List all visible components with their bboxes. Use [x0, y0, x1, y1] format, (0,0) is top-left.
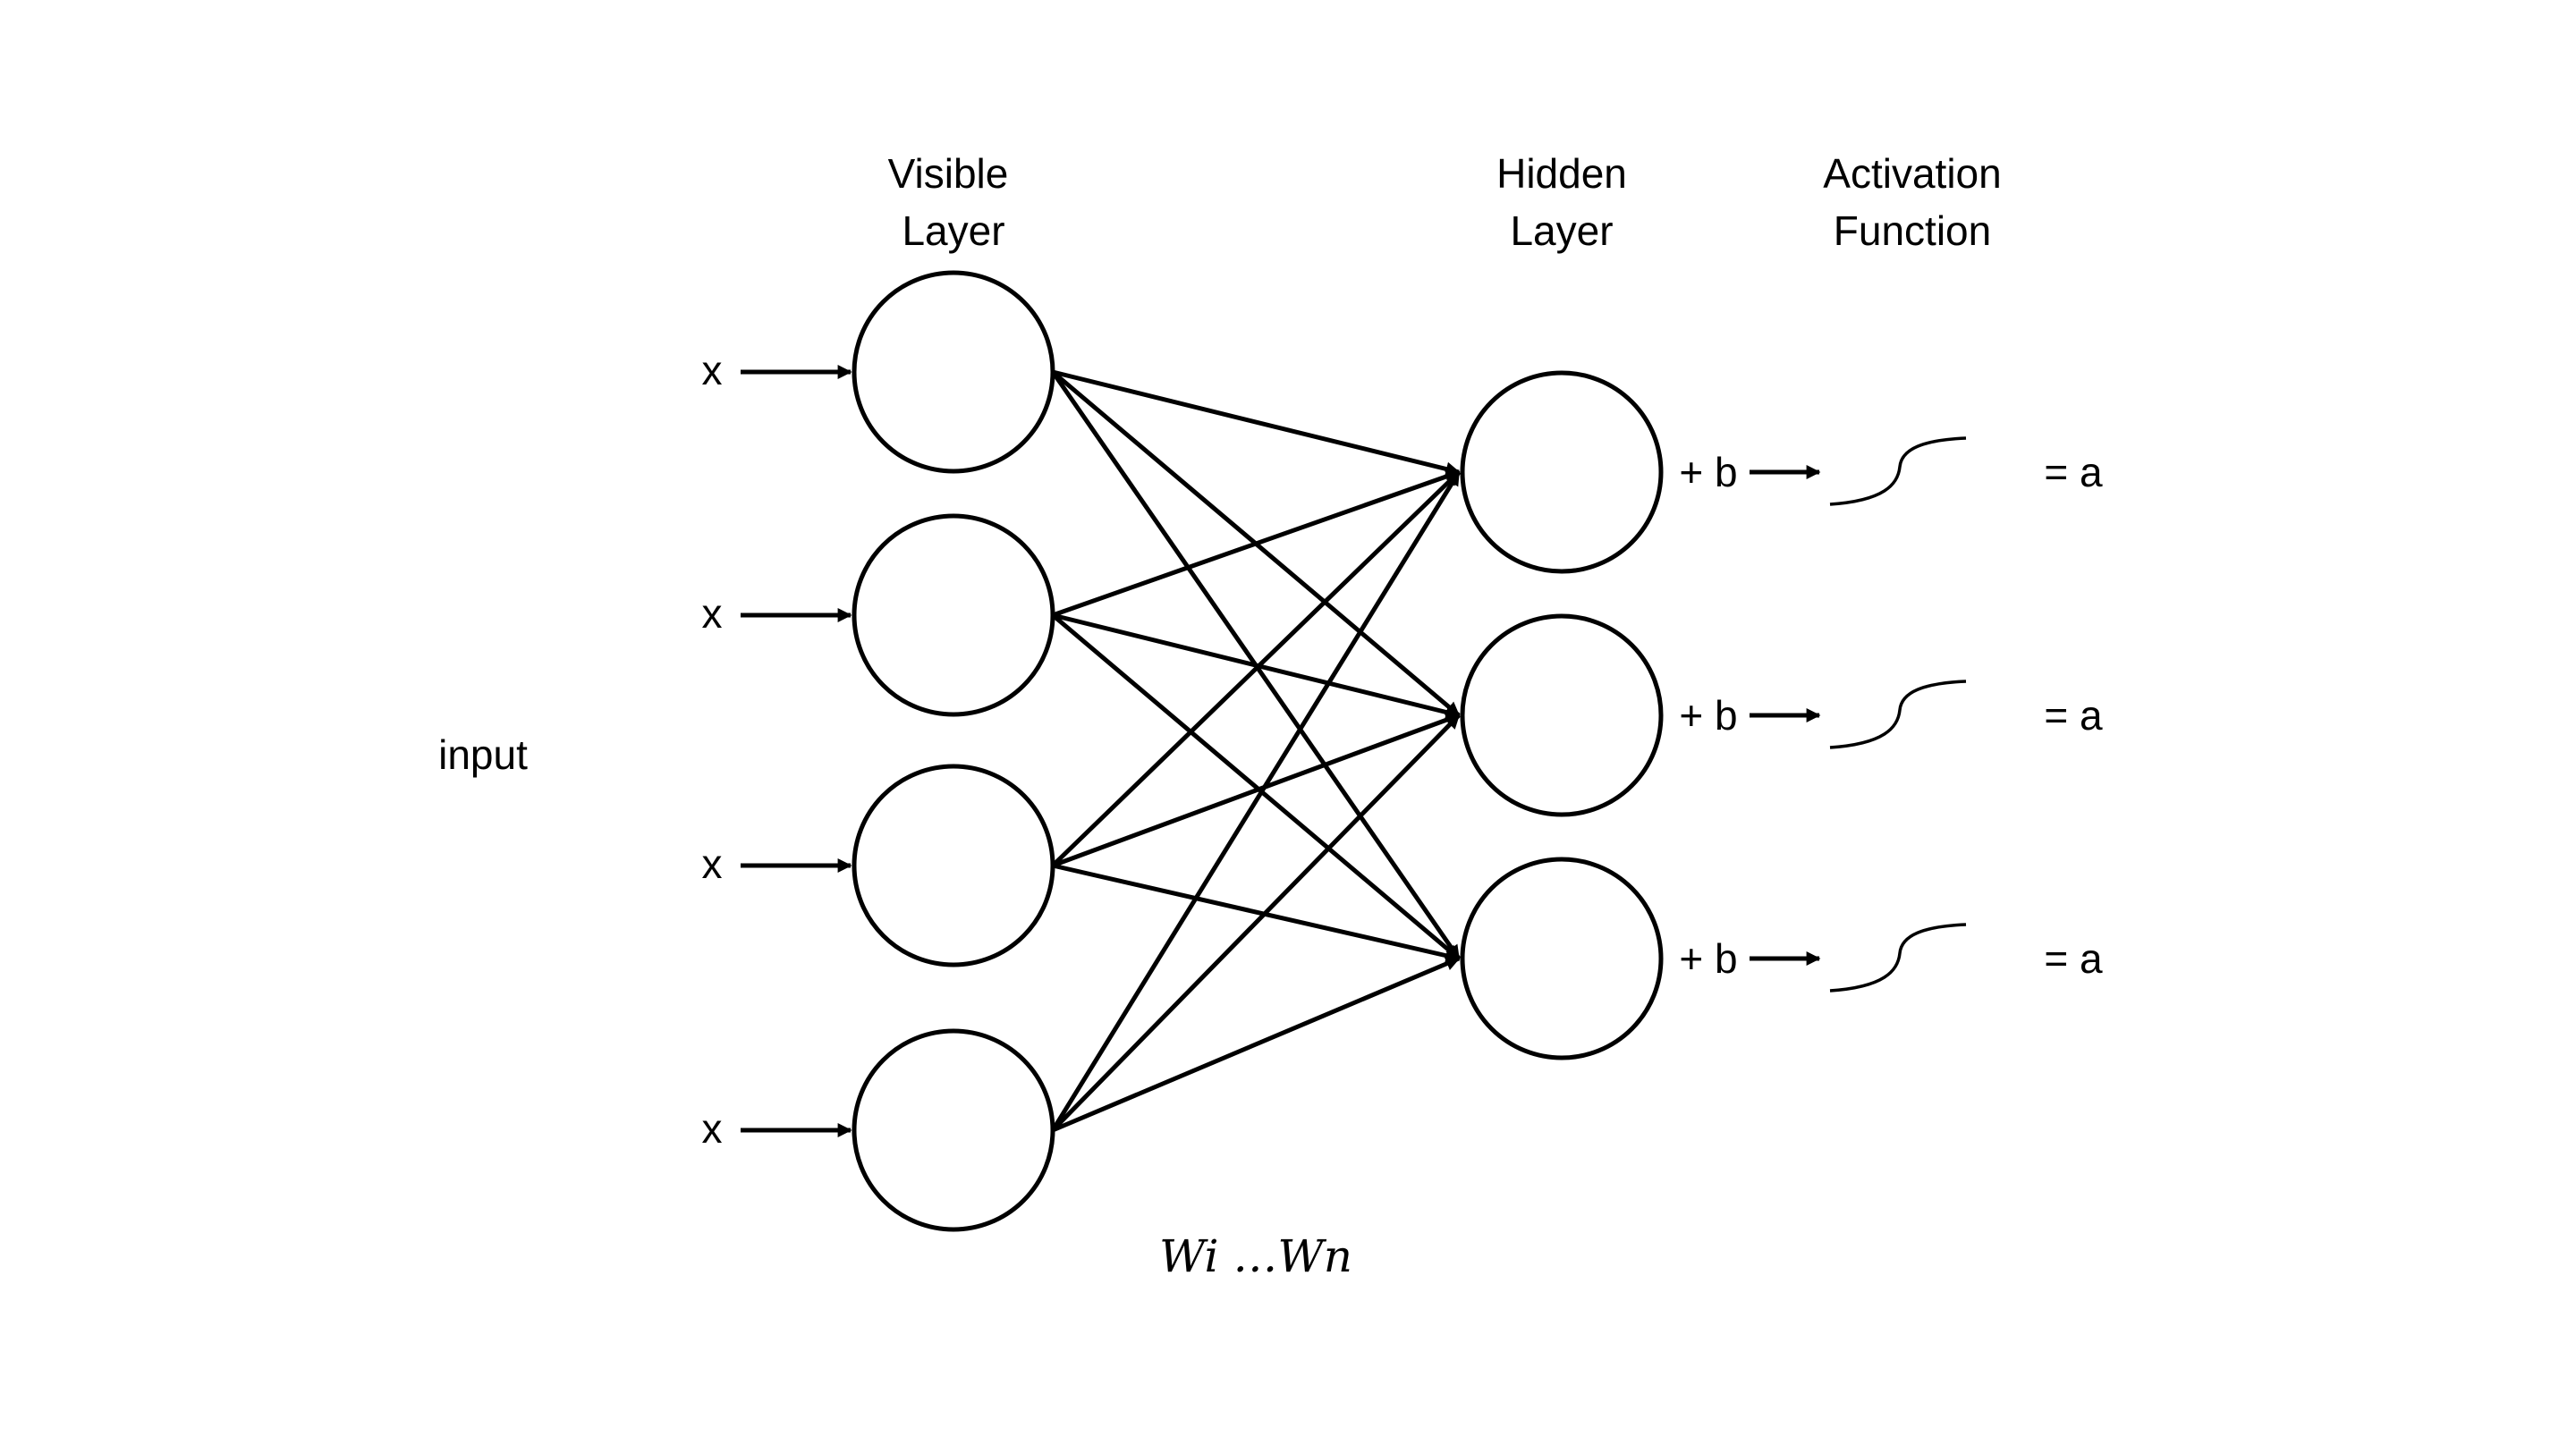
edge-v4-h2	[1051, 714, 1461, 1132]
hidden-node-2	[1460, 613, 1664, 817]
activation-curve-icon	[1829, 680, 1967, 749]
hidden-node-1	[1460, 370, 1664, 574]
hidden-layer-title-line1: Hidden	[1496, 150, 1627, 197]
weights-label: Wi …Wn	[1159, 1230, 1352, 1282]
input-x-label: x	[702, 1105, 723, 1152]
output-a-label: = a	[2044, 692, 2103, 739]
visible-node-1	[852, 270, 1055, 474]
visible-layer-title-line1: Visible	[888, 150, 1009, 197]
input-label: input	[438, 731, 528, 778]
edge-v3-h2	[1052, 713, 1461, 868]
hidden-node-3	[1460, 857, 1664, 1060]
bias-label: + b	[1679, 449, 1737, 495]
edge-v1-h1	[1052, 369, 1461, 477]
edge-v2-h1	[1052, 469, 1461, 618]
activation-outputs: + b = a + b = a + b = a	[1679, 436, 2103, 993]
edge-v4-h3	[1052, 956, 1461, 1133]
visible-node-3	[852, 764, 1055, 967]
edge-v4-h1	[1050, 470, 1462, 1132]
input-x-label: x	[702, 841, 723, 887]
bias-label: + b	[1679, 935, 1737, 982]
visible-layer-nodes	[852, 270, 1055, 1232]
edge-v3-h3	[1052, 863, 1461, 963]
activation-curve-icon	[1829, 923, 1967, 993]
input-x-label: x	[702, 347, 723, 393]
visible-node-4	[852, 1028, 1055, 1232]
activation-function-title-line1: Activation	[1823, 150, 2001, 197]
visible-layer-title-line2: Layer	[902, 207, 1004, 254]
edge-v2-h3	[1051, 613, 1461, 960]
input-x-label: x	[702, 590, 723, 637]
edge-v3-h1	[1051, 470, 1461, 867]
output-a-label: = a	[2044, 449, 2103, 495]
activation-curve-icon	[1829, 436, 1967, 506]
connection-edges	[1050, 369, 1462, 1133]
input-arrows: x x x x	[702, 347, 852, 1152]
visible-node-2	[852, 513, 1055, 717]
hidden-layer-title-line2: Layer	[1510, 207, 1613, 254]
activation-function-title-line2: Function	[1834, 207, 1991, 254]
hidden-layer-nodes	[1460, 370, 1664, 1060]
output-a-label: = a	[2044, 935, 2103, 982]
edge-v2-h2	[1052, 612, 1461, 720]
bias-label: + b	[1679, 692, 1737, 739]
